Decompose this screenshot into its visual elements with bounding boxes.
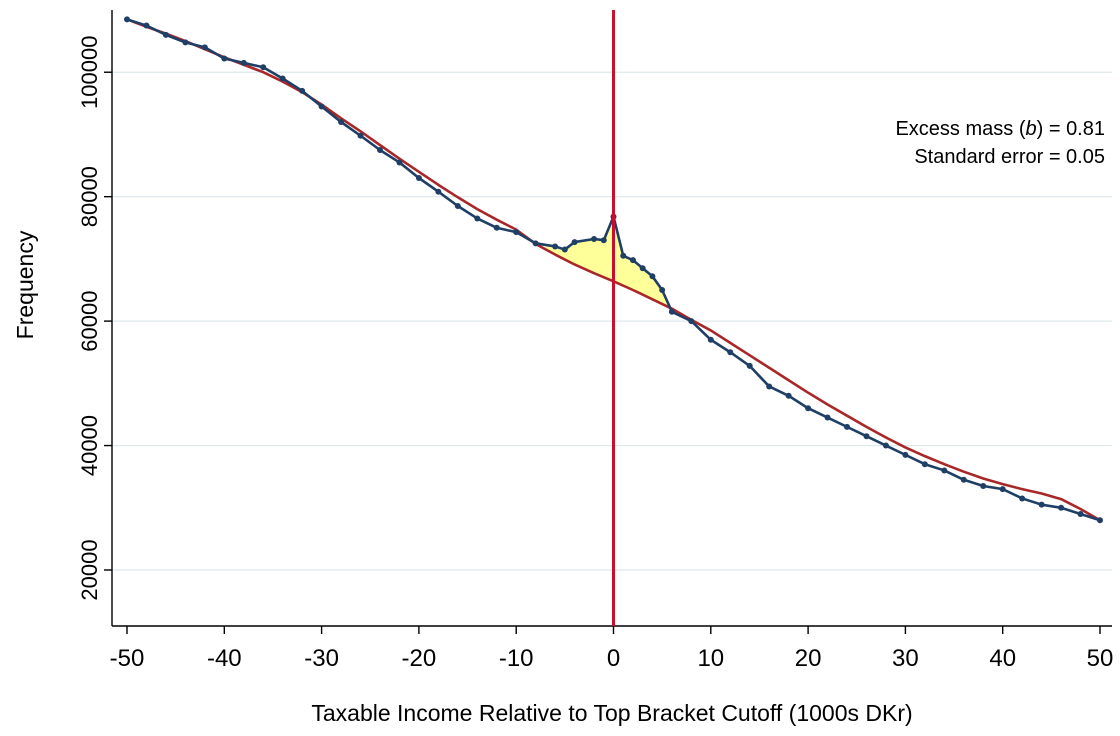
observed-point bbox=[1077, 511, 1084, 517]
x-tick-label: 40 bbox=[989, 645, 1016, 672]
observed-point bbox=[591, 235, 598, 242]
observed-point bbox=[376, 147, 383, 153]
observed-point bbox=[532, 240, 539, 247]
y-tick-label: 100000 bbox=[77, 36, 102, 109]
x-tick-label: -50 bbox=[110, 645, 145, 672]
x-tick-label: 0 bbox=[607, 645, 620, 672]
excess-mass-prefix: Excess mass ( bbox=[895, 118, 1025, 140]
observed-point bbox=[571, 239, 578, 246]
observed-point bbox=[659, 287, 666, 293]
observed-point bbox=[727, 349, 734, 356]
observed-point bbox=[435, 188, 442, 195]
observed-point bbox=[688, 318, 695, 325]
observed-point bbox=[1097, 517, 1103, 524]
x-tick-label: -30 bbox=[304, 645, 339, 672]
observed-point bbox=[162, 31, 169, 38]
observed-point bbox=[620, 252, 627, 259]
x-axis-ticks: -50 -40 -30 -20 -10 0 10 20 30 40 50 bbox=[110, 626, 1114, 672]
x-tick-label: 20 bbox=[795, 645, 822, 672]
observed-point bbox=[1038, 501, 1045, 508]
x-tick-label: 10 bbox=[697, 645, 724, 672]
observed-point bbox=[561, 246, 568, 253]
observed-point bbox=[805, 405, 812, 412]
observed-point bbox=[299, 87, 306, 94]
y-tick-label: 40000 bbox=[77, 415, 102, 476]
observed-point bbox=[318, 103, 325, 110]
observed-point bbox=[668, 308, 675, 315]
observed-point bbox=[863, 433, 870, 440]
observed-point bbox=[746, 362, 753, 369]
observed-point bbox=[552, 243, 559, 250]
observed-point bbox=[999, 486, 1006, 493]
observed-point bbox=[707, 336, 714, 343]
observed-point bbox=[415, 175, 422, 181]
y-tick-label: 60000 bbox=[77, 291, 102, 352]
observed-point bbox=[182, 39, 189, 46]
observed-point bbox=[221, 55, 228, 62]
x-tick-label: -20 bbox=[402, 645, 437, 672]
y-axis-ticks: 20000 40000 60000 80000 100000 bbox=[77, 36, 112, 601]
observed-point bbox=[1058, 504, 1065, 511]
observed-point bbox=[279, 75, 286, 82]
observed-point bbox=[260, 64, 267, 71]
observed-point bbox=[882, 442, 889, 449]
observed-point bbox=[785, 392, 792, 399]
observed-point bbox=[629, 257, 636, 264]
observed-points bbox=[124, 16, 1103, 524]
observed-point bbox=[921, 461, 928, 468]
observed-point bbox=[513, 229, 520, 236]
y-axis-title: Frequency bbox=[12, 230, 38, 339]
observed-point bbox=[980, 483, 987, 489]
observed-point bbox=[454, 203, 461, 209]
x-tick-label: -40 bbox=[207, 645, 242, 672]
y-tick-label: 80000 bbox=[77, 166, 102, 227]
standard-error-annotation: Standard error = 0.05 bbox=[914, 146, 1105, 168]
x-tick-label: 30 bbox=[892, 645, 919, 672]
observed-point bbox=[338, 119, 345, 125]
x-axis-title: Taxable Income Relative to Top Bracket C… bbox=[311, 700, 912, 726]
observed-point bbox=[649, 273, 656, 280]
x-tick-label: -10 bbox=[499, 645, 534, 672]
observed-point bbox=[240, 59, 247, 66]
observed-point bbox=[493, 224, 500, 231]
observed-point bbox=[124, 16, 130, 23]
observed-point bbox=[766, 383, 773, 390]
observed-point bbox=[474, 215, 481, 222]
observed-point bbox=[201, 44, 208, 51]
y-tick-label: 20000 bbox=[77, 539, 102, 600]
excess-mass-annotation: Excess mass (b) = 0.81 bbox=[895, 118, 1105, 140]
observed-point bbox=[824, 414, 831, 421]
observed-point bbox=[639, 265, 646, 272]
observed-series-line bbox=[126, 18, 1101, 522]
excess-mass-variable: b bbox=[1025, 118, 1036, 140]
observed-point bbox=[844, 423, 851, 430]
x-tick-label: 50 bbox=[1087, 645, 1114, 672]
observed-point bbox=[600, 237, 607, 244]
observed-point bbox=[960, 476, 967, 483]
observed-point bbox=[143, 22, 150, 29]
excess-mass-value: ) = 0.81 bbox=[1037, 118, 1105, 140]
observed-point bbox=[902, 451, 909, 458]
observed-point bbox=[357, 132, 364, 139]
observed-point bbox=[941, 467, 948, 474]
observed-point bbox=[1019, 495, 1026, 502]
observed-point bbox=[396, 159, 403, 166]
